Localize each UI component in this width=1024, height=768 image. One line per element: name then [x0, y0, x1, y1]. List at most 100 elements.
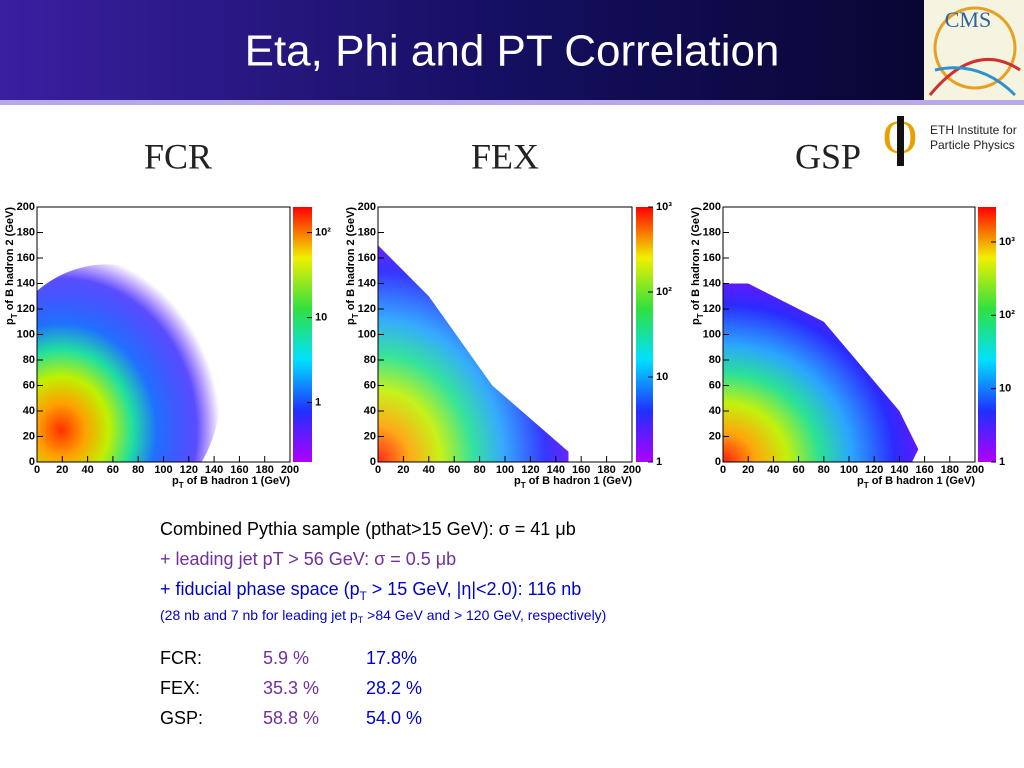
- text-run: of B hadron 1 (GeV): [184, 475, 291, 487]
- y-tick-label: 200: [703, 201, 721, 213]
- colorbar-tick-label: 10³: [656, 201, 672, 213]
- y-tick-label: 0: [715, 456, 721, 468]
- text-run: p: [514, 475, 521, 487]
- table-cell: FEX:: [160, 678, 200, 698]
- x-tick-label: 140: [890, 464, 908, 476]
- text-run: (28 nb and 7 nb for leading jet p: [160, 607, 358, 623]
- y-tick-label: 100: [358, 328, 376, 340]
- y-tick-label: 80: [23, 354, 35, 366]
- panel-label: FCR: [144, 136, 212, 176]
- density-cloud: [378, 245, 569, 462]
- table-cell: 5.9 %: [263, 648, 309, 668]
- text-run: p: [857, 475, 864, 487]
- text-run: Combined Pythia sample (pthat>15 GeV): σ…: [160, 519, 576, 539]
- text-run: p: [690, 318, 702, 325]
- x-axis-label: pT of B hadron 1 (GeV): [514, 475, 632, 490]
- plot: 0 20 40 60 80 100 120 140 160 180 200 0 20 40 60 80 100 1…: [345, 201, 672, 490]
- y-tick-label: 160: [358, 252, 376, 264]
- x-tick-label: 20: [397, 464, 409, 476]
- header-bar: [0, 0, 1024, 100]
- y-axis-label: pT of B hadron 2 (GeV): [345, 207, 360, 325]
- x-tick-label: 60: [448, 464, 460, 476]
- y-tick-label: 200: [358, 201, 376, 213]
- x-tick-label: 200: [966, 464, 984, 476]
- colorbar-tick-label: 1: [315, 396, 321, 408]
- y-tick-label: 120: [703, 303, 721, 315]
- x-tick-label: 200: [281, 464, 299, 476]
- x-tick-label: 100: [496, 464, 514, 476]
- x-tick-label: 140: [547, 464, 565, 476]
- density-layer: [723, 283, 919, 462]
- x-tick-label: 180: [941, 464, 959, 476]
- table-cell: 17.8%: [366, 648, 417, 668]
- colorbar: [293, 207, 312, 462]
- x-tick-label: 100: [840, 464, 858, 476]
- density-layer: [378, 245, 569, 462]
- table-cell: 35.3 %: [263, 678, 319, 698]
- table-cell: FCR:: [160, 648, 202, 668]
- y-axis-label: pT of B hadron 2 (GeV): [4, 207, 19, 325]
- colorbar-tick-label: 10³: [999, 236, 1015, 248]
- subscript: T: [179, 481, 184, 490]
- x-tick-label: 40: [81, 464, 93, 476]
- y-tick-label: 20: [364, 430, 376, 442]
- table-cell: 54.0 %: [366, 708, 422, 728]
- note-line: + leading jet pT > 56 GeV: σ = 0.5 μb: [160, 549, 456, 569]
- eth-logo-text: Particle Physics: [930, 138, 1015, 152]
- plot: 0 20 40 60 80 100 120 140 160 180 200 0 20 40 60 80 100 1…: [4, 201, 331, 490]
- y-tick-label: 0: [370, 456, 376, 468]
- y-tick-label: 20: [709, 430, 721, 442]
- subscript: T: [521, 481, 526, 490]
- eth-logo-text: ETH Institute for: [930, 123, 1017, 137]
- x-tick-label: 0: [34, 464, 40, 476]
- cms-logo: CMS: [924, 0, 1024, 100]
- y-tick-label: 100: [17, 328, 35, 340]
- text-run: >84 GeV and > 120 GeV, respectively): [363, 607, 606, 623]
- y-tick-label: 60: [709, 379, 721, 391]
- text-run: > 15 GeV, |η|<2.0): 116 nb: [367, 579, 582, 599]
- x-tick-label: 40: [767, 464, 779, 476]
- colorbar-tick-label: 1: [656, 456, 662, 468]
- y-tick-label: 20: [23, 430, 35, 442]
- y-tick-label: 180: [358, 226, 376, 238]
- note-line: + fiducial phase space (pT > 15 GeV, |η|…: [160, 579, 581, 603]
- y-tick-label: 0: [29, 456, 35, 468]
- density-cloud: [37, 264, 221, 462]
- x-tick-label: 80: [818, 464, 830, 476]
- y-tick-label: 140: [703, 277, 721, 289]
- x-tick-label: 60: [792, 464, 804, 476]
- note-line: (28 nb and 7 nb for leading jet pT >84 G…: [160, 607, 606, 626]
- colorbar: [978, 207, 996, 462]
- plot: 0 20 40 60 80 100 120 140 160 180 200 0 20 40 60 80 100 1…: [690, 201, 1015, 490]
- x-tick-label: 20: [742, 464, 754, 476]
- y-axis-label: pT of B hadron 2 (GeV): [690, 207, 705, 325]
- subscript: T: [351, 313, 360, 318]
- colorbar-tick-label: 10: [656, 371, 668, 383]
- y-tick-label: 80: [709, 354, 721, 366]
- text-run: of B hadron 2 (GeV): [690, 207, 702, 314]
- subscript: T: [360, 590, 367, 603]
- x-tick-label: 0: [375, 464, 381, 476]
- x-tick-label: 60: [107, 464, 119, 476]
- y-tick-label: 100: [703, 328, 721, 340]
- subscript: T: [358, 615, 364, 625]
- text-run: of B hadron 2 (GeV): [4, 207, 16, 314]
- x-tick-label: 180: [256, 464, 274, 476]
- subscript: T: [696, 313, 705, 318]
- y-tick-label: 40: [23, 405, 35, 417]
- x-tick-label: 120: [865, 464, 883, 476]
- y-tick-label: 60: [364, 379, 376, 391]
- y-tick-label: 140: [358, 277, 376, 289]
- text-run: + leading jet pT > 56 GeV: σ = 0.5 μb: [160, 549, 456, 569]
- y-tick-label: 120: [17, 303, 35, 315]
- y-tick-label: 60: [23, 379, 35, 391]
- y-tick-label: 160: [17, 252, 35, 264]
- cms-logo-text: CMS: [945, 7, 991, 32]
- text-run: + fiducial phase space (p: [160, 579, 360, 599]
- x-tick-label: 160: [572, 464, 590, 476]
- x-tick-label: 120: [521, 464, 539, 476]
- y-tick-label: 180: [703, 226, 721, 238]
- text-run: of B hadron 2 (GeV): [345, 207, 357, 314]
- x-tick-label: 120: [180, 464, 198, 476]
